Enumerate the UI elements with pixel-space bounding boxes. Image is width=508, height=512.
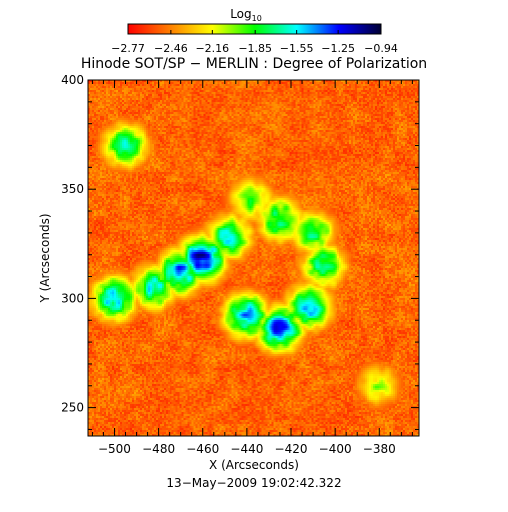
plot-area: −500 −480 −460 −440 −420 −400 −380 250 300 350 40… xyxy=(61,73,420,456)
plot-frame xyxy=(87,79,420,437)
y-axis: 250 300 350 400 xyxy=(61,73,419,430)
colorbar-tick-label: −2.16 xyxy=(195,42,229,55)
y-axis-label: Y (Arcseconds) xyxy=(38,213,52,303)
colorbar-tick-labels: −2.77 −2.46 −2.16 −1.85 −1.55 −1.25 −0.94 xyxy=(111,42,398,55)
x-tick-label: −480 xyxy=(142,442,175,456)
heatmap-image xyxy=(88,80,419,436)
y-tick-label: 350 xyxy=(61,182,84,196)
x-tick-label: −500 xyxy=(98,442,131,456)
timestamp: 13−May−2009 19:02:42.322 xyxy=(166,476,341,490)
y-tick-label: 250 xyxy=(61,401,84,415)
colorbar-tick-label: −0.94 xyxy=(364,42,398,55)
x-tick-label: −440 xyxy=(230,442,263,456)
colorbar-ticks xyxy=(127,30,382,34)
colorbar-tick-label: −1.85 xyxy=(238,42,272,55)
colorbar: Log10 −2.77 −2.46 −2.16 −1.85 −1.55 −1.25 −0.9… xyxy=(111,7,398,55)
x-tick-label: −380 xyxy=(363,442,396,456)
x-tick-label: −400 xyxy=(319,442,352,456)
colorbar-title: Log10 xyxy=(230,7,262,23)
colorbar-bar xyxy=(127,23,382,35)
x-axis-label: X (Arcseconds) xyxy=(209,458,299,472)
y-tick-label: 400 xyxy=(61,73,84,87)
x-tick-label: −420 xyxy=(275,442,308,456)
chart-title: Hinode SOT/SP − MERLIN : Degree of Polar… xyxy=(81,56,427,72)
colorbar-tick-label: −2.46 xyxy=(154,42,188,55)
colorbar-tick-label: −1.25 xyxy=(321,42,355,55)
y-tick-label: 300 xyxy=(61,291,84,305)
colorbar-tick-label: −1.55 xyxy=(280,42,314,55)
x-tick-label: −460 xyxy=(186,442,219,456)
x-axis: −500 −480 −460 −440 −420 −400 −380 xyxy=(91,80,413,456)
colorbar-tick-label: −2.77 xyxy=(111,42,145,55)
